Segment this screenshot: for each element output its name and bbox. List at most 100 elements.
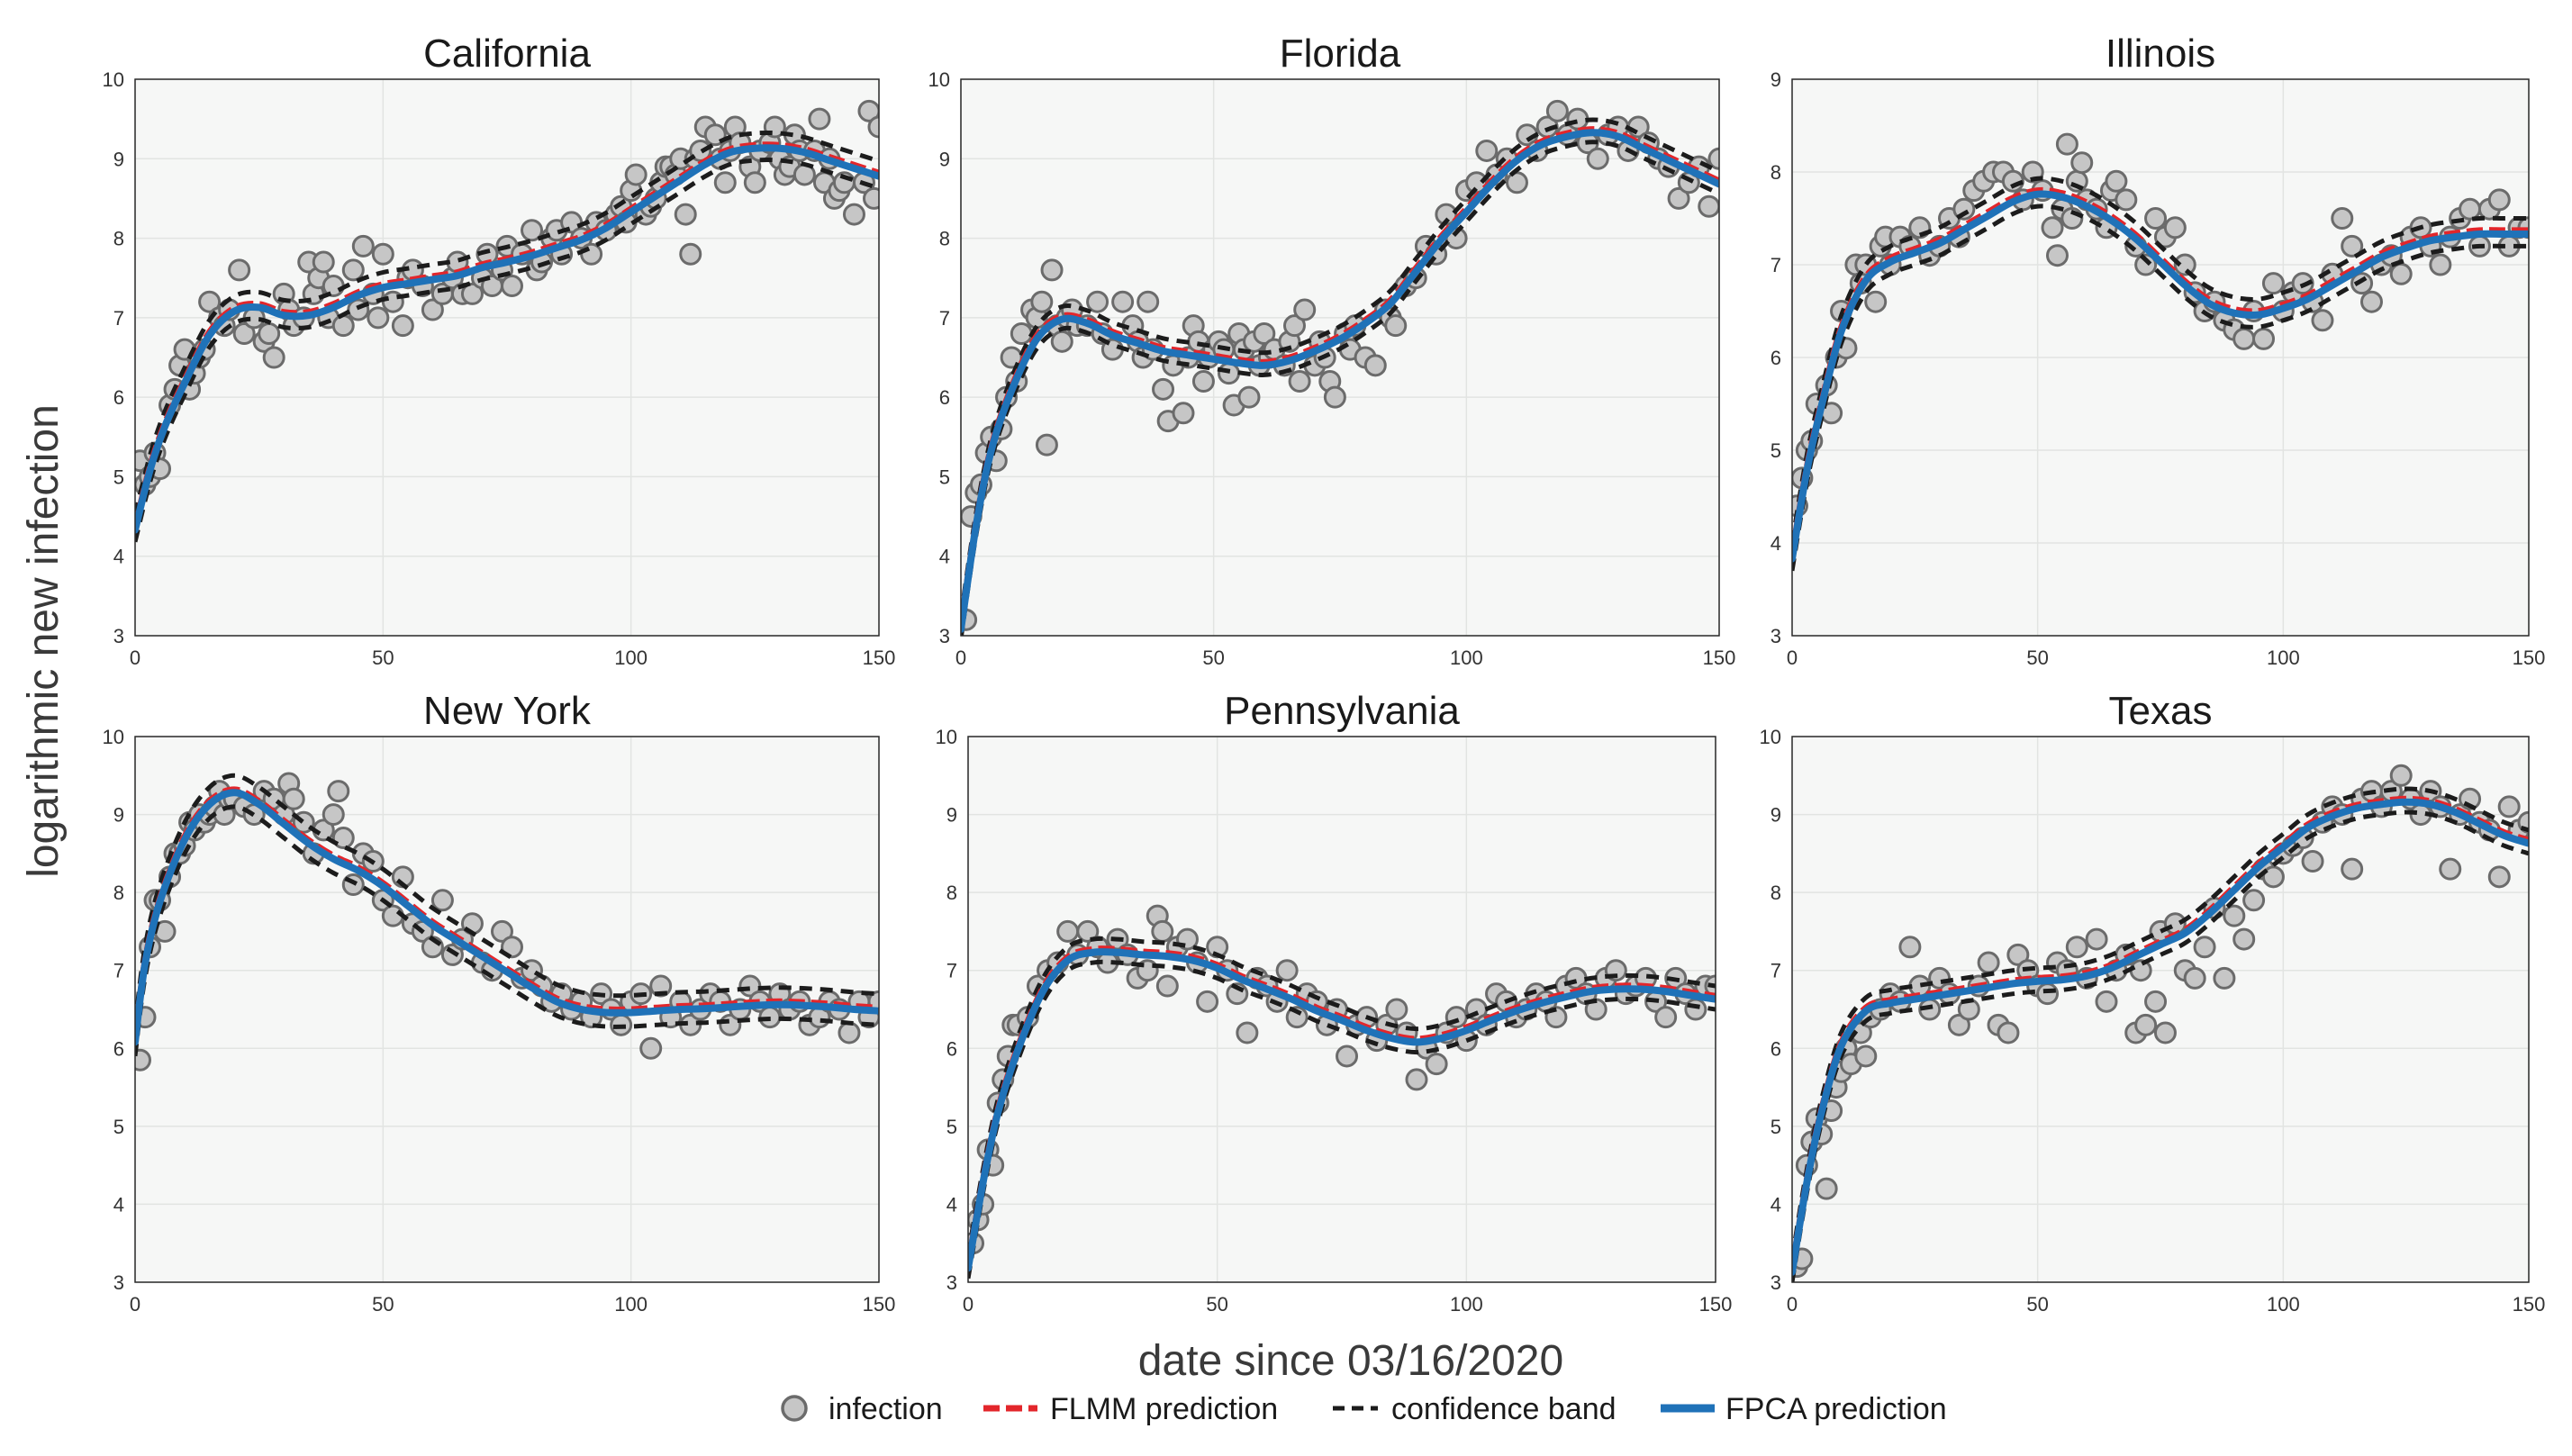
y-tick-label: 7 [1771,254,1781,276]
x-tick-label: 150 [1703,647,1736,669]
y-tick-label: 3 [1771,625,1781,647]
infection-point [1684,998,1707,1021]
infection-point [1385,998,1408,1021]
y-tick-label: 3 [939,625,950,647]
infection-point [258,322,281,346]
infection-point [679,242,702,266]
infection-point [262,346,285,369]
infection-point [1253,322,1276,346]
infection-point [2439,857,2462,881]
confidence-band-upper [1792,786,2529,1260]
panel-texas: 0 50 100 150 3 4 5 6 7 8 9 10 Texas [1760,689,2546,1316]
y-tick-label: 8 [1771,161,1781,184]
infection-point [1275,959,1299,982]
infection-point [1155,974,1179,998]
infection-point [1323,385,1346,409]
infection-point [1293,298,1317,321]
x-tick-label: 0 [955,647,966,669]
infection-point [2095,990,2118,1013]
infection-point [1111,290,1135,313]
y-tick-label: 5 [946,1116,957,1138]
axes-frame [1791,736,2530,1283]
y-tick-label: 9 [946,804,957,827]
infection-point [1056,919,1080,943]
infection-point [341,258,365,282]
legend-label-flmm: FLMM prediction [1050,1392,1278,1426]
infection-point [1997,1021,2020,1045]
y-tick-label: 3 [113,625,124,647]
infection-point [327,780,350,803]
infection-point [2223,904,2246,927]
infection-point [1545,99,1569,122]
infection-point [1237,385,1261,409]
infection-point [1898,936,1922,959]
infection-point [2115,188,2138,212]
confidence-band-upper [968,936,1716,1256]
infection-point [2006,943,2030,966]
y-tick-label: 8 [939,228,950,250]
y-tick-label: 6 [113,1037,124,1060]
infection-point [1336,1045,1359,1068]
y-tick-label: 5 [939,466,950,488]
panel-title: Pennsylvania [1224,689,1460,733]
plot-marks [968,904,1716,1280]
y-tick-label: 8 [113,228,124,250]
infection-point [2331,207,2354,230]
confidence-band-lower [1792,809,2529,1282]
infection-point [198,290,222,313]
y-tick-label: 9 [113,148,124,170]
infection-point [808,107,831,131]
y-tick-label: 8 [946,882,957,904]
infection-point [1086,290,1109,313]
infection-point [1425,1053,1448,1076]
infection-point [2301,850,2324,873]
confidence-band-lower [961,140,1719,636]
x-tick-label: 100 [2267,1293,2300,1316]
y-tick-label: 9 [113,804,124,827]
y-tick-label: 4 [946,1193,957,1216]
infection-point [2459,197,2482,221]
legend-item-infection: infection [781,1392,943,1426]
infection-point [1152,377,1175,401]
fpca-prediction-line [961,129,1719,633]
infection-point [1151,919,1174,943]
infection-point [1566,107,1589,131]
panel-illinois: 0 50 100 150 3 4 5 6 7 8 9 Illinois [1771,32,2546,669]
infection-point [580,242,603,266]
fpca-prediction-line [1792,190,2529,563]
infection-point [1475,139,1499,162]
plot-marks [1792,764,2529,1282]
confidence-band-upper [961,117,1719,618]
infection-point [2252,327,2276,350]
infection-point [232,322,256,346]
infection-point [501,936,524,959]
x-tick-label: 150 [1699,1293,1733,1316]
infection-point [1172,402,1195,425]
infection-point [2134,1013,2158,1036]
infection-point [2065,936,2088,959]
plot-marks [961,99,1719,636]
infection-point [2173,253,2196,276]
infection-point [2153,1021,2177,1045]
y-tick-label: 4 [113,546,124,568]
infection-point [135,1048,152,1072]
infection-point [2487,188,2511,212]
infection-point [501,275,524,298]
y-tick-label: 6 [113,386,124,409]
infection-point [838,1021,861,1045]
infection-point [713,171,737,194]
axes-frame [1791,78,2530,637]
infection-point [1405,1068,1428,1091]
x-tick-label: 50 [372,1293,394,1316]
y-tick-label: 10 [103,68,124,91]
infection-point [2213,966,2236,990]
x-tick-label: 100 [614,1293,648,1316]
infection-point [2163,216,2187,240]
y-tick-label: 5 [1771,1116,1781,1138]
y-tick-label: 4 [939,546,950,568]
x-axis-label: date since 03/16/2020 [1138,1337,1563,1385]
legend-item-band: confidence band [1333,1392,1617,1426]
infection-point [2487,865,2511,889]
x-tick-label: 150 [2513,1293,2546,1316]
